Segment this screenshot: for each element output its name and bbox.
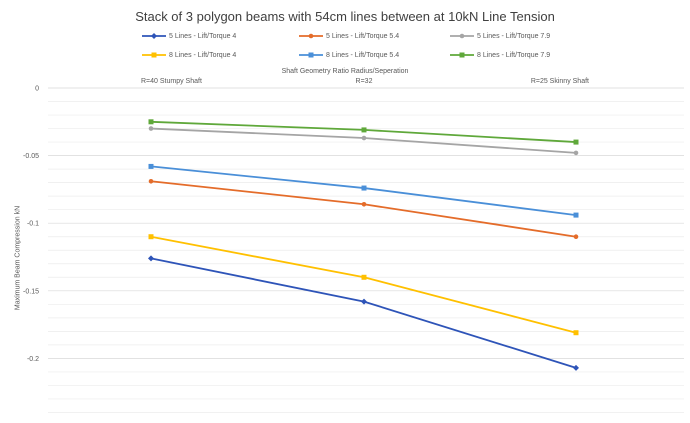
legend-swatch xyxy=(142,52,166,58)
legend-item: 5 Lines - Lift/Torque 4 xyxy=(142,30,236,42)
legend-swatch xyxy=(450,33,474,39)
y-tick-label: -0.05 xyxy=(23,153,39,160)
data-point xyxy=(148,178,154,184)
data-point xyxy=(148,163,154,169)
data-point xyxy=(573,330,579,336)
data-point xyxy=(361,185,367,191)
data-point xyxy=(573,364,579,371)
x-category-label: R=32 xyxy=(356,78,373,85)
data-point xyxy=(361,135,367,141)
series-line xyxy=(150,235,577,334)
x-axis-title: Shaft Geometry Ratio Radius/Seperation xyxy=(281,68,409,75)
data-point xyxy=(573,212,579,218)
y-tick-label: 0 xyxy=(35,86,39,93)
legend-item: 5 Lines - Lift/Torque 5.4 xyxy=(299,30,399,42)
legend-item: 8 Lines - Lift/Torque 7.9 xyxy=(450,49,550,61)
legend-label: 8 Lines - Lift/Torque 4 xyxy=(169,51,237,59)
y-tick-label: -0.2 xyxy=(27,356,39,363)
data-point xyxy=(148,126,154,131)
x-category-label: R=25 Skinny Shaft xyxy=(531,78,589,85)
legend-label: 5 Lines - Lift/Torque 5.4 xyxy=(326,32,400,40)
data-point xyxy=(573,150,579,156)
series-line xyxy=(150,165,577,216)
legend-swatch xyxy=(299,33,323,39)
data-point xyxy=(573,139,579,145)
data-point xyxy=(148,255,154,262)
legend-swatch xyxy=(142,33,166,39)
y-tick-label: -0.1 xyxy=(27,221,39,228)
legend-label: 5 Lines - Lift/Torque 7.9 xyxy=(477,32,551,40)
series-line xyxy=(150,257,577,369)
legend-swatch xyxy=(299,52,323,58)
data-point xyxy=(148,119,154,125)
data-point xyxy=(361,298,367,305)
data-point xyxy=(573,234,579,240)
x-category-label: R=40 Stumpy Shaft xyxy=(141,78,202,85)
legend-label: 8 Lines - Lift/Torque 7.9 xyxy=(477,51,551,59)
legend-item: 8 Lines - Lift/Torque 4 xyxy=(142,49,236,61)
legend-label: 5 Lines - Lift/Torque 4 xyxy=(169,32,237,40)
data-point xyxy=(148,234,154,240)
legend-swatch xyxy=(450,52,474,58)
data-point xyxy=(361,274,367,280)
y-tick-label: -0.15 xyxy=(23,288,39,295)
legend-item: 8 Lines - Lift/Torque 5.4 xyxy=(299,49,399,61)
data-point xyxy=(361,201,367,207)
legend-item: 5 Lines - Lift/Torque 7.9 xyxy=(450,30,550,42)
chart-title: Stack of 3 polygon beams with 54cm lines… xyxy=(135,9,555,24)
legend-label: 8 Lines - Lift/Torque 5.4 xyxy=(326,51,400,59)
data-point xyxy=(361,127,367,133)
